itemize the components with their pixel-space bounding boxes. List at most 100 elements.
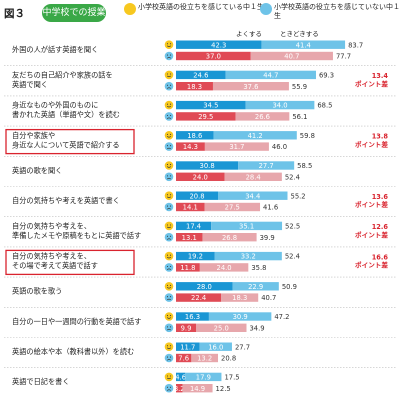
bar-often <box>176 82 213 91</box>
smile-face-icon <box>164 282 174 291</box>
total-label: 68.5 <box>317 102 332 110</box>
smile-face-icon <box>164 342 174 352</box>
category-label: 英語で聞く <box>12 80 48 89</box>
bar-often <box>176 312 209 321</box>
sad-face-icon <box>164 172 174 182</box>
value-label-sometimes: 41.4 <box>296 41 311 49</box>
smile-face-icon <box>164 372 174 382</box>
total-label: 27.7 <box>235 343 250 351</box>
bar-sometimes <box>211 221 283 231</box>
bar-sometimes <box>224 172 282 181</box>
point-diff-label: ポイント差 <box>355 261 388 270</box>
value-label-sometimes: 22.9 <box>248 283 263 291</box>
value-label-often: 14.1 <box>183 204 198 212</box>
total-label: 47.2 <box>274 313 289 321</box>
category-label: 外国の人が話す英語を聞く <box>12 45 98 54</box>
bar-often <box>176 202 205 212</box>
smile-face-icon <box>164 131 174 140</box>
smile-face-icon <box>164 100 174 110</box>
value-label-often: 30.8 <box>200 162 215 170</box>
category-label: 自分の一日や一週間の行動を英語で話す <box>12 317 141 326</box>
point-diff-label: 13.6 <box>372 193 389 201</box>
column-header-often: よくする <box>236 30 262 38</box>
smile-face-icon <box>164 40 174 49</box>
value-label-often: 18.3 <box>187 83 202 91</box>
total-label: 69.3 <box>319 72 334 80</box>
value-label-often: 11.7 <box>180 343 195 351</box>
total-label: 17.5 <box>224 374 239 382</box>
highlight-box <box>5 128 135 155</box>
value-label-often: 17.4 <box>186 223 201 231</box>
highlight-box <box>5 249 135 276</box>
sad-face-icon <box>164 142 174 151</box>
value-label-sometimes: 33.2 <box>241 253 256 261</box>
total-label: 59.8 <box>300 132 315 140</box>
value-label-often: 7.6 <box>178 355 189 363</box>
bar-often <box>176 161 239 170</box>
value-label-sometimes: 40.7 <box>284 53 299 61</box>
value-label-sometimes: 18.3 <box>232 294 247 302</box>
total-label: 58.5 <box>297 162 312 170</box>
smile-face-icon <box>164 221 174 231</box>
total-label: 55.2 <box>291 192 306 200</box>
legend-positive: 小学校英語の役立ちを感じている中１生 <box>138 3 264 11</box>
bar-sometimes <box>185 372 222 382</box>
smile-face-icon <box>164 191 174 200</box>
category-label: 準備したメモや原稿をもとに英語で話す <box>12 231 141 240</box>
chart-header: 図３ 中学校での授業 小学校英語の役立ちを感じている中１生 小学校英語の役立ちを… <box>0 0 400 38</box>
bar-often <box>176 100 246 110</box>
bar-sometimes <box>191 353 219 363</box>
total-label: 52.4 <box>285 173 300 181</box>
category-label: 身近なものや外国のものに <box>12 101 98 110</box>
chart-title: 中学校での授業 <box>42 4 106 22</box>
bar-often <box>176 233 203 242</box>
category-label: 英語の絵本や本（教科書以外）を読む <box>12 347 134 356</box>
value-label-sometimes: 35.1 <box>239 223 254 231</box>
value-label-often: 20.8 <box>189 192 204 200</box>
figure-label: 図３ <box>4 8 25 20</box>
column-header-sometimes: ときどきする <box>280 30 319 38</box>
value-label-often: 24.0 <box>193 173 208 181</box>
point-diff-label: 16.6 <box>372 253 389 261</box>
total-label: 46.0 <box>272 143 287 151</box>
value-label-often: 28.0 <box>197 283 212 291</box>
bar-sometimes <box>182 384 213 393</box>
value-label-sometimes: 27.5 <box>225 204 240 212</box>
bar-often <box>176 191 219 200</box>
sad-face-icon <box>164 353 174 363</box>
value-label-often: 34.5 <box>203 102 218 110</box>
value-label-sometimes: 44.7 <box>263 72 278 80</box>
value-label-sometimes: 31.7 <box>229 143 244 151</box>
value-label-often: 14.3 <box>183 143 198 151</box>
value-label-sometimes: 34.0 <box>272 102 287 110</box>
bar-sometimes <box>199 342 232 351</box>
smile-face-icon <box>164 251 174 261</box>
value-label-sometimes: 17.9 <box>196 374 211 382</box>
category-label: 自分の気持ちや考えを、 <box>12 221 91 230</box>
bar-sometimes <box>225 70 316 80</box>
total-label: 35.8 <box>251 264 266 272</box>
bar-often <box>176 372 186 382</box>
total-label: 55.9 <box>292 83 307 91</box>
bar-often <box>176 342 200 351</box>
value-label-often: 22.4 <box>191 294 206 302</box>
bar-often <box>176 112 236 121</box>
bar-sometimes <box>221 293 259 302</box>
bar-often <box>176 221 212 231</box>
value-label-sometimes: 16.0 <box>208 343 223 351</box>
point-diff-label: 13.8 <box>372 133 389 141</box>
category-label: 身近な人について英語で紹介する <box>12 140 120 149</box>
value-label-often: 42.3 <box>211 41 226 49</box>
bar-often <box>176 142 205 151</box>
point-diff-label: ポイント差 <box>355 140 388 149</box>
value-label-often: 9.9 <box>181 324 192 332</box>
total-label: 39.9 <box>260 234 275 242</box>
value-label-often: 37.0 <box>206 53 221 61</box>
total-label: 40.7 <box>261 294 276 302</box>
value-label-sometimes: 28.4 <box>246 173 261 181</box>
total-label: 50.9 <box>282 283 297 291</box>
value-label-sometimes: 14.9 <box>190 385 205 393</box>
bar-often <box>176 251 215 261</box>
total-label: 41.6 <box>263 204 278 212</box>
bar-often <box>176 384 183 393</box>
